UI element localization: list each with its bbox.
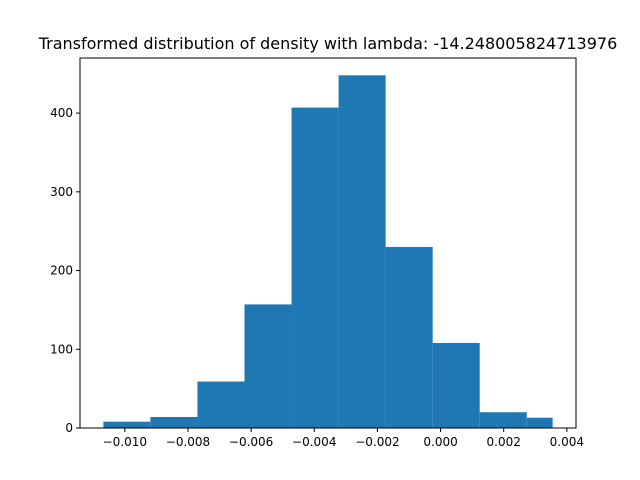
histogram-bar-8 xyxy=(479,412,527,428)
histogram-bar-7 xyxy=(432,342,480,428)
x-tick-label-4: −0.002 xyxy=(355,435,399,449)
bars-group xyxy=(103,75,553,429)
x-axis-ticks: −0.010 −0.008 −0.006 −0.004 −0.002 0.000 0.002… xyxy=(103,428,584,449)
histogram-bar-1 xyxy=(150,416,198,428)
x-tick-label-3: −0.004 xyxy=(292,435,336,449)
y-tick-label-3: 300 xyxy=(50,185,73,199)
histogram-bar-0 xyxy=(103,421,151,428)
y-tick-label-4: 400 xyxy=(50,106,73,120)
x-tick-label-0: −0.010 xyxy=(103,435,147,449)
histogram-bar-5 xyxy=(338,75,386,428)
histogram-bar-6 xyxy=(385,246,433,428)
y-tick-label-2: 200 xyxy=(50,264,73,278)
chart-title: Transformed distribution of density with… xyxy=(38,34,618,53)
histogram-bar-3 xyxy=(244,304,292,428)
histogram-bar-9 xyxy=(526,417,553,428)
x-tick-label-7: 0.004 xyxy=(550,435,584,449)
x-tick-label-6: 0.002 xyxy=(487,435,521,449)
y-tick-label-0: 0 xyxy=(65,421,73,435)
y-axis-ticks: 0 100 200 300 400 xyxy=(50,106,80,435)
y-tick-label-1: 100 xyxy=(50,342,73,356)
axes-frame xyxy=(79,57,577,429)
x-tick-label-2: −0.006 xyxy=(229,435,273,449)
histogram-bar-2 xyxy=(197,381,245,428)
x-tick-label-1: −0.008 xyxy=(166,435,210,449)
histogram-bar-4 xyxy=(291,107,339,429)
x-tick-label-5: 0.000 xyxy=(423,435,457,449)
